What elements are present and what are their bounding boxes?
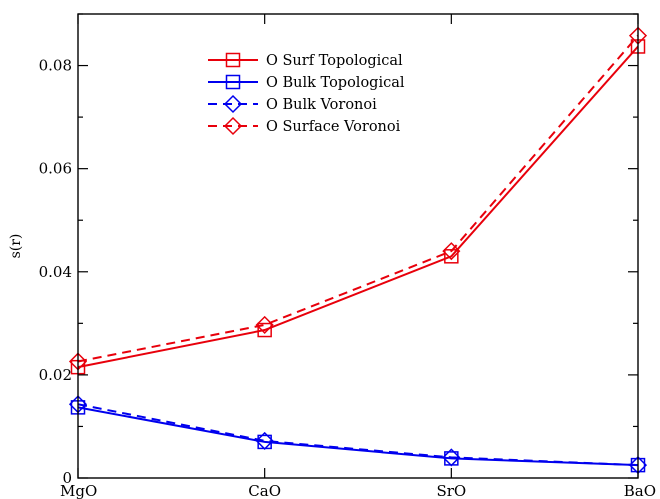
x-tick-label: MgO <box>60 482 97 499</box>
y-tick-label: 0.08 <box>39 57 72 75</box>
legend-marker <box>225 52 241 68</box>
data-point-marker <box>255 315 274 334</box>
legend-label: O Bulk Voronoi <box>266 97 377 113</box>
legend-label: O Surface Voronoi <box>266 119 401 135</box>
series-line <box>77 45 639 369</box>
plot-frame <box>77 13 639 479</box>
legend-marker <box>223 116 243 136</box>
data-point-marker <box>442 242 461 261</box>
data-point-marker <box>257 322 272 338</box>
legend-item: O Surface Voronoi <box>208 116 401 136</box>
x-tick-label: SrO <box>436 482 466 499</box>
data-point-marker <box>255 431 274 450</box>
y-tick-label: 0.04 <box>39 263 72 281</box>
legend-item: O Bulk Voronoi <box>208 94 377 114</box>
y-tick-label: 0.02 <box>39 366 72 384</box>
series-layer <box>68 26 648 475</box>
ticks-layer: 0 0.02 0.04 0.06 0.08 MgO CaO SrO BaO <box>39 13 656 499</box>
legend: O Surf Topological O Bulk Topological O Bu… <box>208 52 405 136</box>
legend-marker <box>225 74 241 90</box>
legend-label: O Surf Topological <box>266 53 403 69</box>
y-tick-label: 0 <box>62 469 72 487</box>
series-line <box>77 403 639 467</box>
legend-marker <box>223 94 243 114</box>
series-line <box>77 34 639 363</box>
legend-item: O Surf Topological <box>208 52 403 69</box>
x-tick-label: CaO <box>248 482 281 499</box>
series-2 <box>68 395 648 475</box>
y-tick-label: 0.06 <box>39 160 72 178</box>
data-point-marker <box>442 448 461 467</box>
series-line <box>77 406 639 467</box>
x-tick-label: BaO <box>624 482 656 499</box>
legend-item: O Bulk Topological <box>208 74 405 91</box>
legend-label: O Bulk Topological <box>266 75 405 91</box>
y-axis-label: s(r) <box>8 234 24 259</box>
